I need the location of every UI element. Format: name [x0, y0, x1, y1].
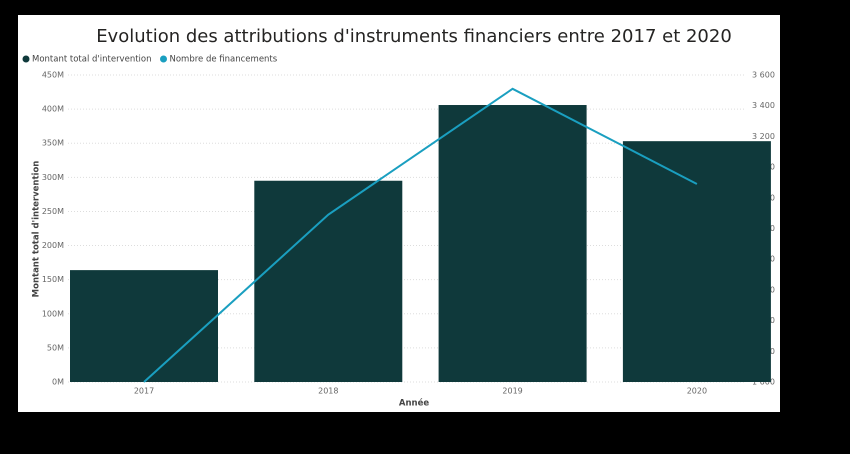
- y-tick-label: 400M: [42, 105, 64, 114]
- y2-tick-label: 3 600: [752, 71, 775, 80]
- x-axis-title: Année: [399, 398, 429, 409]
- bar: [622, 141, 771, 382]
- y-tick-label: 150M: [42, 275, 64, 284]
- y-tick-label: 450M: [42, 71, 64, 80]
- chart-title: Evolution des attributions d'instruments…: [96, 26, 732, 47]
- y-tick-label: 250M: [42, 207, 64, 216]
- legend-label: Montant total d'intervention: [32, 55, 152, 65]
- x-tick-label: 2019: [502, 387, 522, 396]
- legend-marker: [22, 55, 30, 63]
- x-tick-label: 2018: [318, 387, 338, 396]
- y2-tick-label: 3 400: [752, 101, 775, 110]
- line: [143, 87, 698, 383]
- bar: [254, 180, 403, 382]
- legend-marker: [160, 55, 167, 63]
- y-tick-label: 350M: [42, 139, 64, 148]
- x-tick-label: 2020: [687, 387, 707, 396]
- bar: [438, 105, 587, 383]
- y-tick-label: 50M: [47, 343, 64, 352]
- bar: [70, 270, 218, 382]
- x-tick-label: 2017: [134, 387, 154, 396]
- y-axis-title: Montant total d'intervention: [32, 161, 42, 298]
- y-tick-label: 0M: [52, 378, 64, 387]
- y-tick-label: 100M: [42, 309, 64, 318]
- legend-label: Nombre de financements: [170, 55, 278, 65]
- y-tick-label: 300M: [42, 173, 64, 182]
- y2-tick-label: 3 200: [752, 132, 775, 141]
- y-tick-label: 200M: [42, 241, 64, 250]
